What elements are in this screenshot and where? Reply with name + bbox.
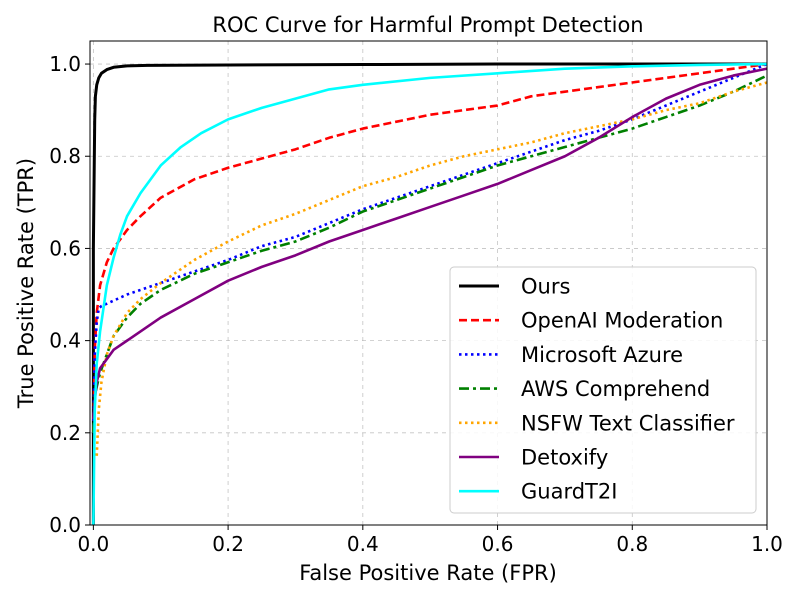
legend: Ours OpenAI Moderation Microsoft Azure AWS … [449, 266, 757, 514]
plot-frame [89, 40, 768, 526]
legend-label-guardt2i: GuardT2I [521, 480, 617, 504]
legend-label-ours: Ours [521, 275, 570, 299]
x-tick-label: 0.4 [347, 532, 379, 556]
legend-box [449, 266, 757, 514]
y-tick-label: 0.8 [49, 144, 81, 168]
series-line-guardt2i [92, 62, 768, 526]
x-axis-label: False Positive Rate (FPR) [299, 561, 557, 585]
legend-label-detoxify: Detoxify [521, 446, 608, 470]
y-axis-label: True Positive Rate (TPR) [14, 158, 38, 409]
series-line-openai-moderation [92, 62, 768, 433]
x-tick-label: 1.0 [751, 532, 783, 556]
y-tick-label: 1.0 [49, 52, 81, 76]
x-tick-label: 0.8 [616, 532, 648, 556]
x-tick-label: 0.0 [77, 532, 109, 556]
y-tick-label: 0.0 [49, 513, 81, 537]
legend-label-nsfw-text-classifier: NSFW Text Classifier [521, 411, 735, 435]
axis-ticks: 0.0 0.2 0.4 0.6 0.8 1.0 0.0 0.2 0.4 0.6 0.8 1.0 [49, 52, 783, 556]
legend-label-microsoft-azure: Microsoft Azure [521, 343, 683, 367]
legend-label-aws-comprehend: AWS Comprehend [521, 377, 710, 401]
roc-curves [91, 62, 768, 526]
x-tick-label: 0.6 [482, 532, 514, 556]
series-line-ours [91, 62, 767, 525]
y-tick-label: 0.2 [49, 421, 81, 445]
y-tick-label: 0.4 [49, 329, 81, 353]
series-line-detoxify [92, 67, 768, 420]
y-tick-label: 0.6 [49, 236, 81, 260]
x-tick-label: 0.2 [212, 532, 244, 556]
legend-label-openai-moderation: OpenAI Moderation [521, 309, 723, 333]
chart-title: ROC Curve for Harmful Prompt Detection [212, 13, 643, 37]
